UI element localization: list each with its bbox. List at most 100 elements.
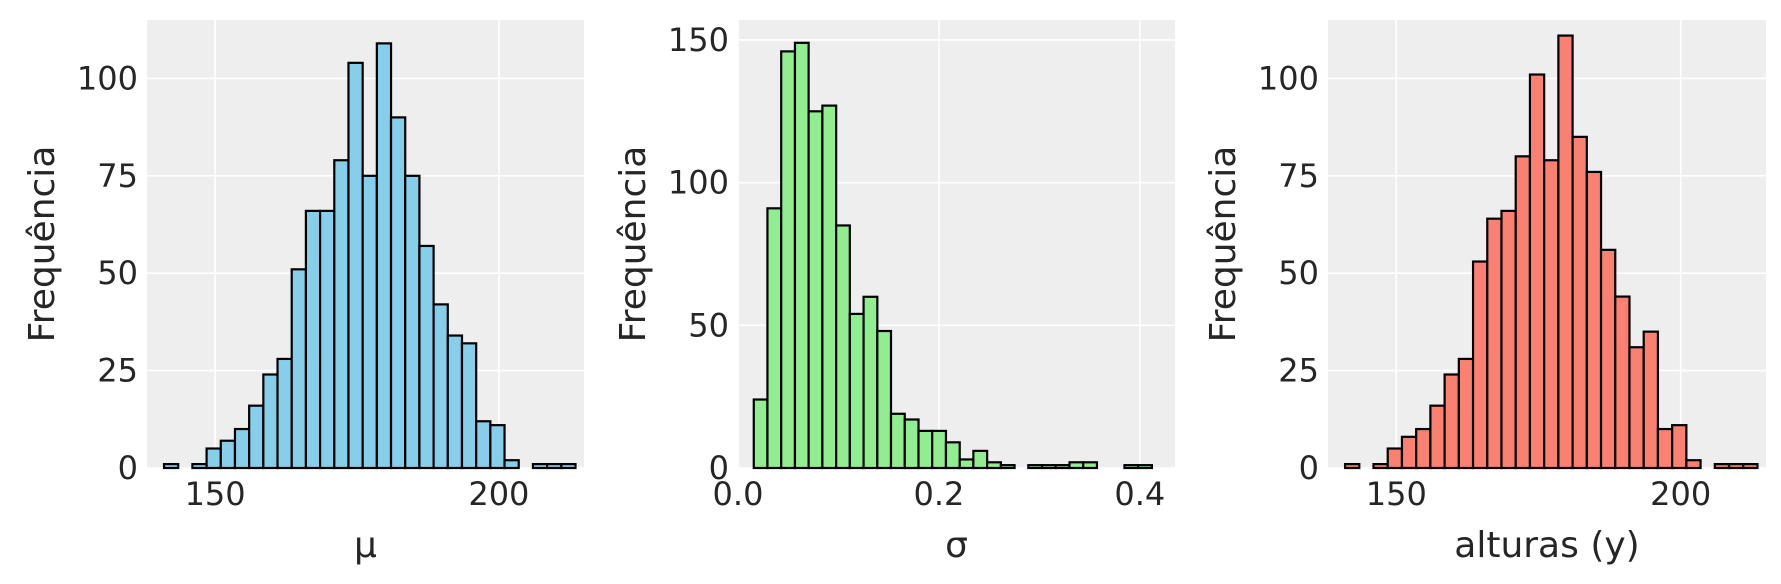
- histogram-bar: [1486, 217, 1503, 470]
- y-axis-label: Frequência: [1203, 146, 1244, 343]
- histogram-bar: [318, 209, 336, 470]
- histogram-bar: [766, 207, 783, 470]
- histogram-bar: [162, 463, 180, 470]
- histogram-bar: [1628, 346, 1645, 470]
- y-tick-label: 25: [1278, 352, 1319, 390]
- x-tick-label: 150: [185, 475, 246, 513]
- histogram-bar: [848, 312, 865, 470]
- x-tick-label: 200: [468, 475, 529, 513]
- histogram-bar: [1585, 170, 1603, 470]
- histogram-bar: [1599, 248, 1617, 470]
- histogram-bar: [1415, 427, 1432, 470]
- histogram-bar: [999, 464, 1016, 470]
- x-tick-label: 0.0: [713, 475, 764, 513]
- y-tick-label: 50: [1278, 254, 1319, 292]
- histogram-bar: [1372, 463, 1389, 470]
- y-tick-label: 100: [1258, 59, 1319, 97]
- histogram-bar: [248, 404, 265, 470]
- histogram-bar: [1671, 424, 1688, 470]
- histogram-bar: [821, 104, 838, 470]
- y-tick-label: 75: [1278, 157, 1319, 195]
- y-axis-label: Frequência: [613, 146, 654, 343]
- histogram-bar: [1685, 459, 1702, 470]
- histogram-bar: [304, 209, 322, 470]
- histogram-bar: [1500, 209, 1517, 470]
- histogram-bar: [1443, 373, 1460, 470]
- histogram-bar: [752, 398, 769, 470]
- histogram-bar: [1068, 461, 1085, 470]
- x-tick-label: 0.4: [1114, 475, 1165, 513]
- y-tick-label: 50: [688, 306, 729, 344]
- histogram-bar: [889, 412, 906, 470]
- histogram-bar: [1614, 295, 1631, 470]
- histogram-bar: [1082, 461, 1099, 470]
- histogram-bar: [1642, 330, 1660, 470]
- histogram-bar: [944, 441, 961, 470]
- x-tick-label: 200: [1650, 475, 1711, 513]
- histogram-bar: [958, 458, 975, 470]
- histogram-bar: [531, 463, 549, 470]
- histogram-bar: [835, 224, 851, 470]
- histogram-bar: [931, 429, 948, 470]
- y-tick-label: 100: [668, 164, 729, 202]
- y-tick-label: 100: [77, 59, 138, 97]
- histogram-bar: [1471, 260, 1489, 470]
- histogram-panel-mu: 150 200 0 25 50 75 100 μ Frequência: [22, 20, 584, 566]
- histogram-bar: [333, 159, 350, 470]
- histogram-bar: [560, 463, 577, 470]
- y-tick-label: 25: [97, 352, 138, 390]
- histogram-bar: [546, 463, 563, 470]
- y-tick-label: 0: [709, 449, 729, 487]
- histogram-bar: [807, 110, 824, 470]
- x-axis-label: σ: [945, 525, 968, 566]
- histogram-bar: [1027, 464, 1044, 470]
- y-tick-label: 150: [668, 21, 729, 59]
- histogram-bar: [489, 424, 506, 470]
- histogram-bar: [1054, 464, 1071, 470]
- y-tick-label: 0: [118, 449, 138, 487]
- x-axis-label: alturas (y): [1454, 525, 1639, 566]
- histogram-bar: [1040, 464, 1057, 470]
- histogram-bar: [290, 268, 308, 470]
- histogram-bar: [1123, 464, 1140, 470]
- histogram-bar: [1400, 435, 1418, 470]
- histogram-bar: [1713, 463, 1731, 470]
- histogram-bar: [917, 429, 934, 470]
- histogram-bar: [1742, 463, 1759, 470]
- histogram-bar: [1727, 463, 1745, 470]
- histogram-bar: [1386, 447, 1404, 470]
- histogram-bar: [1137, 464, 1153, 470]
- x-tick-label: 150: [1366, 475, 1427, 513]
- x-axis-label: μ: [354, 525, 377, 566]
- histogram-bar: [205, 447, 222, 470]
- y-tick-label: 75: [97, 157, 138, 195]
- histogram-bar: [389, 116, 407, 470]
- histogram-bar: [1457, 357, 1475, 470]
- histogram-bar: [903, 418, 920, 470]
- histogram-bar: [191, 463, 208, 470]
- histogram-bar: [780, 50, 797, 470]
- histogram-bar: [219, 439, 237, 470]
- histogram-panel-sigma: 0.0 0.2 0.4 0 50 100 150 σ Frequência: [613, 20, 1175, 566]
- histogram-bar: [1514, 155, 1532, 470]
- histogram-bar: [1571, 135, 1588, 470]
- y-tick-label: 50: [97, 254, 138, 292]
- y-axis-label: Frequência: [22, 146, 63, 343]
- histogram-bar: [1528, 73, 1546, 470]
- histogram-bar: [460, 342, 478, 470]
- histogram-bar: [876, 329, 893, 470]
- histogram-bar: [262, 373, 279, 470]
- histogram-bar: [361, 174, 378, 470]
- histogram-bar: [347, 61, 364, 470]
- histogram-bar: [986, 461, 1003, 470]
- histogram-bar: [972, 449, 989, 470]
- x-tick-label: 0.2: [913, 475, 964, 513]
- histogram-bar: [793, 41, 810, 470]
- histogram-bar: [1343, 463, 1361, 470]
- histogram-panel-alturas: 150 200 0 25 50 75 100 alturas (y) Frequência: [1203, 20, 1766, 566]
- histogram-bar: [1429, 404, 1446, 470]
- histogram-bar: [1656, 427, 1674, 470]
- histogram-bar: [475, 420, 492, 470]
- histogram-bar: [862, 295, 879, 470]
